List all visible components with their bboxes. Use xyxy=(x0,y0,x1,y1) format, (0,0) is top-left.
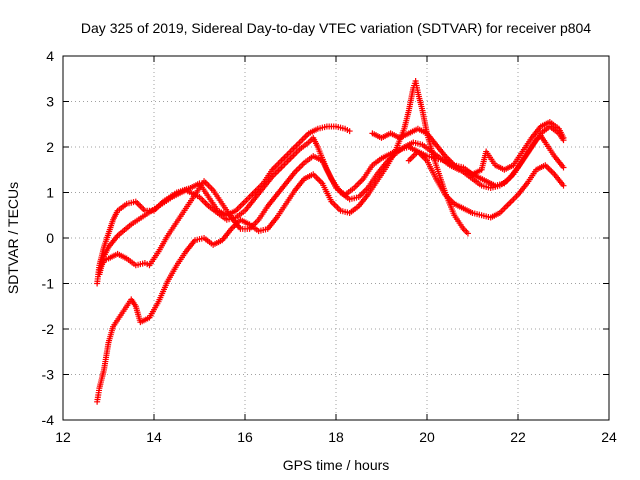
y-tick-label: -3 xyxy=(42,367,55,383)
y-tick-label: -1 xyxy=(42,276,55,292)
y-axis-label: SDTVAR / TECUs xyxy=(5,182,21,294)
x-axis-label: GPS time / hours xyxy=(283,457,390,473)
y-tick-label: -4 xyxy=(42,412,55,428)
x-tick-label: 24 xyxy=(601,429,617,445)
y-tick-label: 2 xyxy=(46,139,54,155)
series-trace-4 xyxy=(94,78,471,405)
x-tick-label: 14 xyxy=(146,429,162,445)
data-point xyxy=(560,134,567,141)
y-tick-label: 4 xyxy=(46,48,54,64)
y-tick-label: -2 xyxy=(42,321,55,337)
y-tick-label: 3 xyxy=(46,94,54,110)
y-tick-label: 0 xyxy=(46,230,54,246)
data-marks xyxy=(94,78,567,405)
x-tick-label: 20 xyxy=(419,429,435,445)
y-tick-label: 1 xyxy=(46,185,54,201)
x-tick-label: 22 xyxy=(510,429,526,445)
series-trace-6 xyxy=(405,148,567,221)
data-point xyxy=(560,164,567,171)
series-trace-2 xyxy=(96,132,567,278)
x-tick-label: 16 xyxy=(237,429,253,445)
series-trace-5 xyxy=(369,118,567,178)
gridlines xyxy=(63,56,609,420)
data-point xyxy=(464,230,471,237)
x-tick-label: 12 xyxy=(55,429,71,445)
data-point xyxy=(346,128,353,135)
x-tick-label: 18 xyxy=(328,429,344,445)
data-point xyxy=(560,182,567,189)
chart-title: Day 325 of 2019, Sidereal Day-to-day VTE… xyxy=(81,20,591,36)
